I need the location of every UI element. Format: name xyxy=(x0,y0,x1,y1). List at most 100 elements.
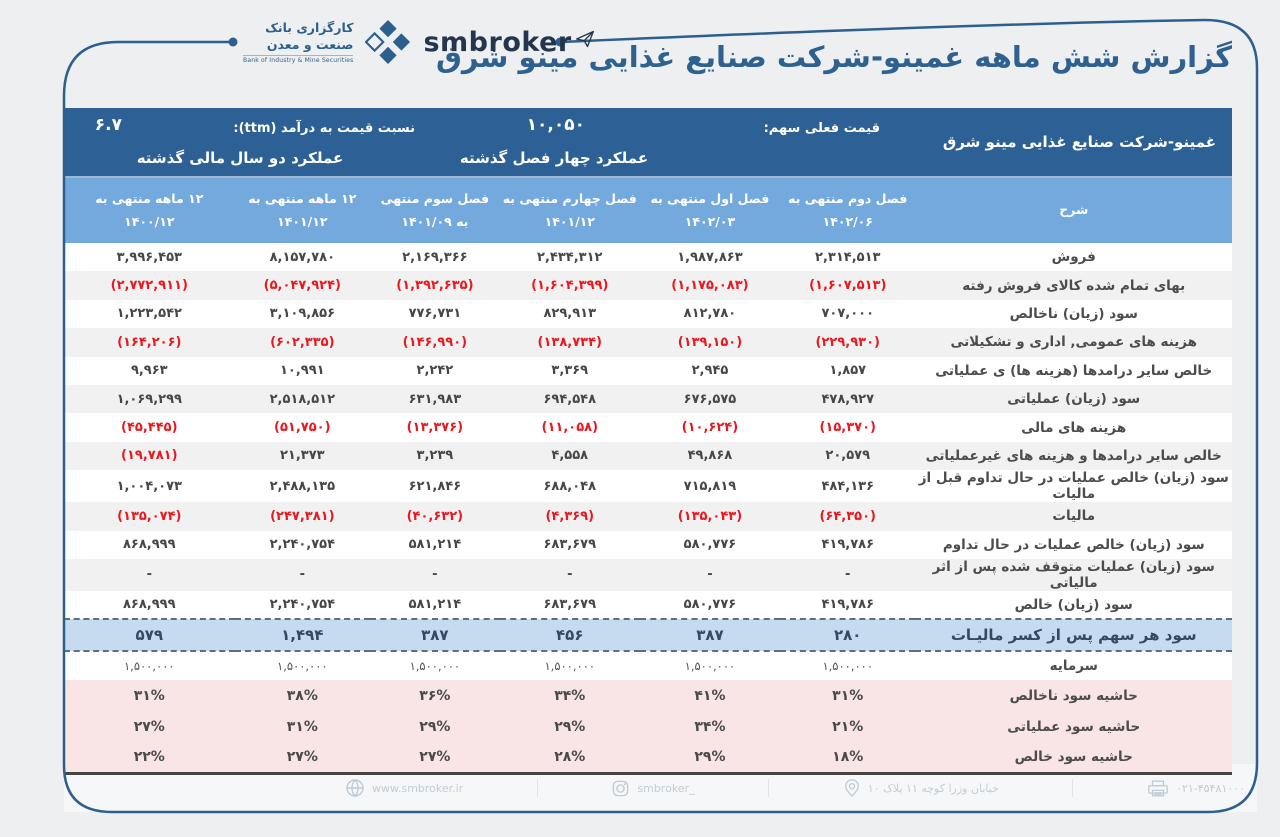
fax-icon xyxy=(1148,780,1168,796)
row-label: حاشیه سود ناخالص xyxy=(915,680,1232,712)
footer-instagram[interactable]: smbroker_ xyxy=(611,779,695,798)
value-cell: ۵۸۱,۲۱۴ xyxy=(370,590,500,620)
value-cell: - xyxy=(499,558,640,591)
value-cell: (۱۵,۳۷۰) xyxy=(780,413,916,442)
row-label: خالص سایر درامدها و هزینه های غیرعملیاتی xyxy=(915,441,1232,471)
value-cell: ۸,۱۵۷,۷۸۰ xyxy=(234,243,371,272)
value-cell: ۲,۲۴۰,۷۵۴ xyxy=(234,530,371,559)
value-cell: ۱,۰۶۹,۲۹۹ xyxy=(64,384,235,414)
value-cell: (۱۰,۶۲۴) xyxy=(639,413,780,442)
column-header-12m-1400: ۱۲ ماهه منتهی به ۱۴۰۰/۱۲ xyxy=(64,178,235,243)
value-cell: ۲۱,۳۷۳ xyxy=(234,441,371,471)
value-cell: - xyxy=(639,558,780,591)
value-cell: (۱۳۵,۰۴۳) xyxy=(639,502,780,531)
value-cell: ۲۹% xyxy=(370,711,500,743)
value-cell: - xyxy=(780,558,916,591)
value-cell: ۹,۹۶۳ xyxy=(64,356,235,385)
value-cell: - xyxy=(370,558,500,591)
value-cell: ۲۱% xyxy=(780,711,916,743)
value-cell: ۷۱۵,۸۱۹ xyxy=(639,470,780,503)
value-cell: - xyxy=(234,558,371,591)
value-cell: ۲,۲۴۲ xyxy=(370,356,500,385)
value-cell: ۱,۹۸۷,۸۶۳ xyxy=(639,243,780,272)
value-cell: (۱,۳۹۲,۶۳۵) xyxy=(370,271,500,300)
column-header-row: شرح فصل دوم منتهی به ۱۴۰۲/۰۶ فصل اول منته… xyxy=(64,178,1232,243)
bank-diamond-logo-icon xyxy=(365,19,411,65)
value-cell: ۳۸۷ xyxy=(639,618,780,653)
footer-website-text[interactable]: www.smbroker.ir xyxy=(372,781,464,795)
value-cell: ۳۱% xyxy=(234,711,371,743)
table-row: سود (زیان) عملیات متوقف شده پس از اثر ما… xyxy=(64,558,1232,591)
value-cell: (۱۳,۳۷۶) xyxy=(370,413,500,442)
smbroker-logo: smbroker xyxy=(423,27,594,58)
value-cell: ۴۱۹,۷۸۶ xyxy=(780,530,916,559)
value-cell: ۵۸۰,۷۷۶ xyxy=(639,530,780,559)
footer: www.smbroker.ir smbroker_ خیابان وزرا کو… xyxy=(345,764,1245,812)
row-label: سود (زیان) ناخالص xyxy=(915,299,1232,329)
value-cell: ۳,۳۶۹ xyxy=(499,356,640,385)
capital-row: سرمایه ۱,۵۰۰,۰۰۰ ۱,۵۰۰,۰۰۰ ۱,۵۰۰,۰۰۰ ۱,۵۰۰,۰… xyxy=(64,651,1232,681)
four-quarters-group-label: عملکرد چهار فصل گذشته xyxy=(459,149,649,167)
column-header-desc: شرح xyxy=(915,178,1232,243)
value-cell: ۶۷۶,۵۷۵ xyxy=(639,384,780,414)
footer-instagram-text[interactable]: smbroker_ xyxy=(637,781,695,795)
value-cell: (۱,۶۰۴,۳۹۹) xyxy=(499,271,640,300)
company-name: غمینو-شرکت صنایع غذایی مینو شرق xyxy=(942,133,1216,151)
value-cell: (۴۰,۶۳۲) xyxy=(370,502,500,531)
value-cell: ۱,۵۰۰,۰۰۰ xyxy=(64,651,235,681)
value-cell: ۴۱% xyxy=(639,680,780,712)
value-cell: ۲۰,۵۷۹ xyxy=(780,441,916,471)
value-cell: (۶۰۲,۳۳۵) xyxy=(234,328,371,357)
value-cell: (۴,۳۶۹) xyxy=(499,502,640,531)
value-cell: ۶۸۸,۰۴۸ xyxy=(499,470,640,503)
value-cell: (۱۶۴,۲۰۶) xyxy=(64,328,235,357)
value-cell: ۶۳۱,۹۸۳ xyxy=(370,384,500,414)
value-cell: (۱۳۸,۷۳۴) xyxy=(499,328,640,357)
table-row: فروش ۲,۳۱۴,۵۱۳ ۱,۹۸۷,۸۶۳ ۲,۴۳۴,۳۱۲ ۲,۱۶۹,۳۶۶… xyxy=(64,243,1232,272)
table-row: سود (زیان) ناخالص ۷۰۷,۰۰۰ ۸۱۲,۷۸۰ ۸۲۹,۹۱۳ ۷۷… xyxy=(64,299,1232,329)
info-band: غمینو-شرکت صنایع غذایی مینو شرق قیمت فعل… xyxy=(64,108,1232,178)
table-row: سود (زیان) عملیاتی ۴۷۸,۹۲۷ ۶۷۶,۵۷۵ ۶۹۴,۵۴۸ ۶… xyxy=(64,384,1232,414)
table-row: هزینه های مالی (۱۵,۳۷۰) (۱۰,۶۲۴) (۱۱,۰۵۸) (۱… xyxy=(64,413,1232,442)
bank-name-english: Bank of Industry & Mine Securities xyxy=(243,54,354,64)
value-cell: ۲۲% xyxy=(64,742,235,775)
value-cell: (۱۳۹,۱۵۰) xyxy=(639,328,780,357)
row-label: سود (زیان) خالص xyxy=(915,590,1232,620)
value-cell: (۱۹,۷۸۱) xyxy=(64,441,235,471)
value-cell: ۱,۵۰۰,۰۰۰ xyxy=(234,651,371,681)
table-body: فروش ۲,۳۱۴,۵۱۳ ۱,۹۸۷,۸۶۳ ۲,۴۳۴,۳۱۲ ۲,۱۶۹,۳۶۶… xyxy=(64,243,1232,775)
current-price-value: ۱۰,۰۵۰ xyxy=(526,115,585,135)
value-cell: ۱,۵۰۰,۰۰۰ xyxy=(639,651,780,681)
value-cell: (۲,۷۷۲,۹۱۱) xyxy=(64,271,235,300)
value-cell: (۵۱,۷۵۰) xyxy=(234,413,371,442)
value-cell: ۲,۴۸۸,۱۳۵ xyxy=(234,470,371,503)
row-label: فروش xyxy=(915,243,1232,272)
row-label: سود (زیان) عملیاتی xyxy=(915,384,1232,414)
value-cell: (۱,۱۷۵,۰۸۳) xyxy=(639,271,780,300)
value-cell: ۳۱% xyxy=(64,680,235,712)
value-cell: (۱۱,۰۵۸) xyxy=(499,413,640,442)
value-cell: (۴۵,۴۴۵) xyxy=(64,413,235,442)
value-cell: (۲۲۹,۹۳۰) xyxy=(780,328,916,357)
value-cell: ۸۶۸,۹۹۹ xyxy=(64,530,235,559)
value-cell: - xyxy=(64,558,235,591)
footer-phone-text: ۰۲۱-۴۵۴۸۱۰۰۰ xyxy=(1176,781,1245,795)
value-cell: ۲۷% xyxy=(64,711,235,743)
value-cell: ۴۷۸,۹۲۷ xyxy=(780,384,916,414)
footer-website[interactable]: www.smbroker.ir xyxy=(345,778,463,798)
footer-address-text: خیابان وزرا کوچه ۱۱ پلاک ۱۰ xyxy=(867,781,999,795)
row-label: هزینه های مالی xyxy=(915,413,1232,442)
row-label: سود (زیان) عملیات متوقف شده پس از اثر ما… xyxy=(915,558,1232,591)
value-cell: ۴۸۴,۱۳۶ xyxy=(780,470,916,503)
value-cell: (۵,۰۴۷,۹۲۴) xyxy=(234,271,371,300)
value-cell: ۴۵۶ xyxy=(499,618,640,653)
value-cell: ۳,۲۳۹ xyxy=(370,441,500,471)
row-label: حاشیه سود عملیاتی xyxy=(915,711,1232,743)
table-row: سود (زیان) خالص ۴۱۹,۷۸۶ ۵۸۰,۷۷۶ ۶۸۳,۶۷۹ ۵۸۱,… xyxy=(64,590,1232,620)
footer-divider xyxy=(536,779,538,797)
value-cell: ۸۶۸,۹۹۹ xyxy=(64,590,235,620)
row-label: سود هر سهم پس از کسر مالیـات xyxy=(915,618,1232,653)
value-cell: ۳,۱۰۹,۸۵۶ xyxy=(234,299,371,329)
smbroker-logo-text: smbroker xyxy=(423,26,572,58)
